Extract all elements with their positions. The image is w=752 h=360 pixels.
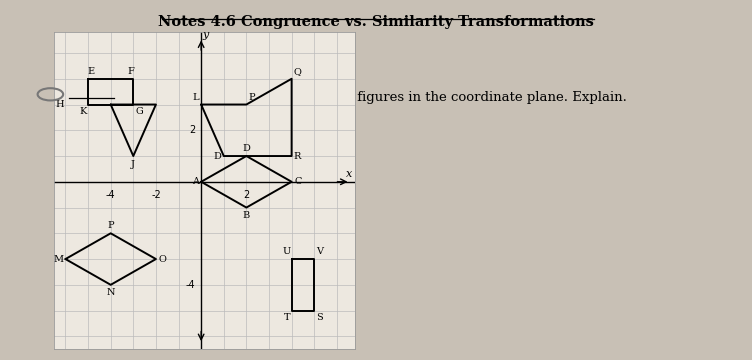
Text: B: B bbox=[243, 211, 250, 220]
Text: 2: 2 bbox=[190, 125, 196, 135]
Text: x: x bbox=[346, 169, 353, 179]
Text: C: C bbox=[294, 177, 302, 186]
Text: A: A bbox=[192, 177, 199, 186]
Text: y: y bbox=[202, 30, 208, 40]
Text: D: D bbox=[242, 144, 250, 153]
Text: J: J bbox=[132, 160, 135, 169]
Text: 2: 2 bbox=[243, 189, 250, 199]
Text: L: L bbox=[193, 93, 199, 102]
Text: H: H bbox=[56, 100, 65, 109]
Text: -4: -4 bbox=[186, 280, 196, 290]
Text: E: E bbox=[87, 67, 94, 76]
Text: -4: -4 bbox=[106, 189, 116, 199]
Text: S: S bbox=[317, 313, 323, 322]
Text: Q: Q bbox=[294, 67, 302, 76]
Text: V: V bbox=[317, 247, 323, 256]
Text: U: U bbox=[282, 247, 290, 256]
Text: Notes 4.6 Congruence vs. Similarity Transformations: Notes 4.6 Congruence vs. Similarity Tran… bbox=[158, 15, 594, 29]
Text: T: T bbox=[284, 313, 290, 322]
Text: N: N bbox=[107, 288, 115, 297]
Text: K: K bbox=[80, 107, 87, 116]
Text: O: O bbox=[159, 255, 166, 264]
Text: G: G bbox=[135, 107, 144, 116]
Text: D: D bbox=[214, 152, 222, 161]
Text: Ex. 1: Ex. 1 bbox=[76, 90, 110, 104]
Text: R: R bbox=[294, 152, 302, 161]
Text: Identify any congruent figures in the coordinate plane. Explain.: Identify any congruent figures in the co… bbox=[200, 90, 627, 104]
Text: M: M bbox=[53, 255, 63, 264]
Text: F: F bbox=[128, 67, 135, 76]
Text: P: P bbox=[108, 221, 114, 230]
Text: -2: -2 bbox=[151, 189, 161, 199]
Text: P: P bbox=[249, 93, 255, 102]
